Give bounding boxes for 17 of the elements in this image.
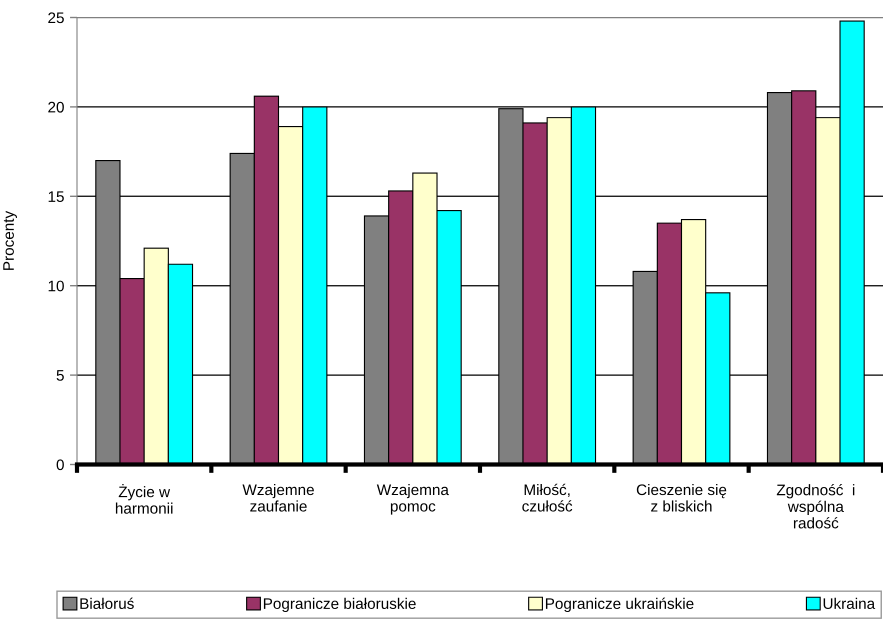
- legend-label: Białoruś: [80, 598, 134, 610]
- x-tick-label: Miłość, czułość: [522, 484, 572, 512]
- x-tick-label: Zgodność i wspólna radość: [776, 484, 854, 528]
- legend-label: Ukraina: [824, 598, 876, 610]
- x-tick-label: Życie w harmonii: [116, 484, 172, 514]
- y-tick-label: 15: [48, 191, 64, 202]
- y-tick-label: 5: [56, 370, 64, 381]
- legend-label: Pogranicze ukraińskie: [546, 598, 694, 612]
- y-tick-label: 25: [48, 12, 64, 24]
- y-tick-label: 20: [48, 102, 64, 113]
- x-tick-label: Cieszenie się z bliskich: [636, 484, 726, 512]
- legend-label: Pogranicze białoruskie: [264, 598, 416, 612]
- x-tick-label: Wzajemna pomoc: [376, 484, 449, 515]
- y-axis-title: Procenty: [3, 210, 17, 270]
- y-tick-label: 0: [56, 459, 64, 470]
- x-tick-label: Wzajemne zaufanie: [242, 484, 314, 512]
- y-tick-label: 10: [48, 280, 64, 292]
